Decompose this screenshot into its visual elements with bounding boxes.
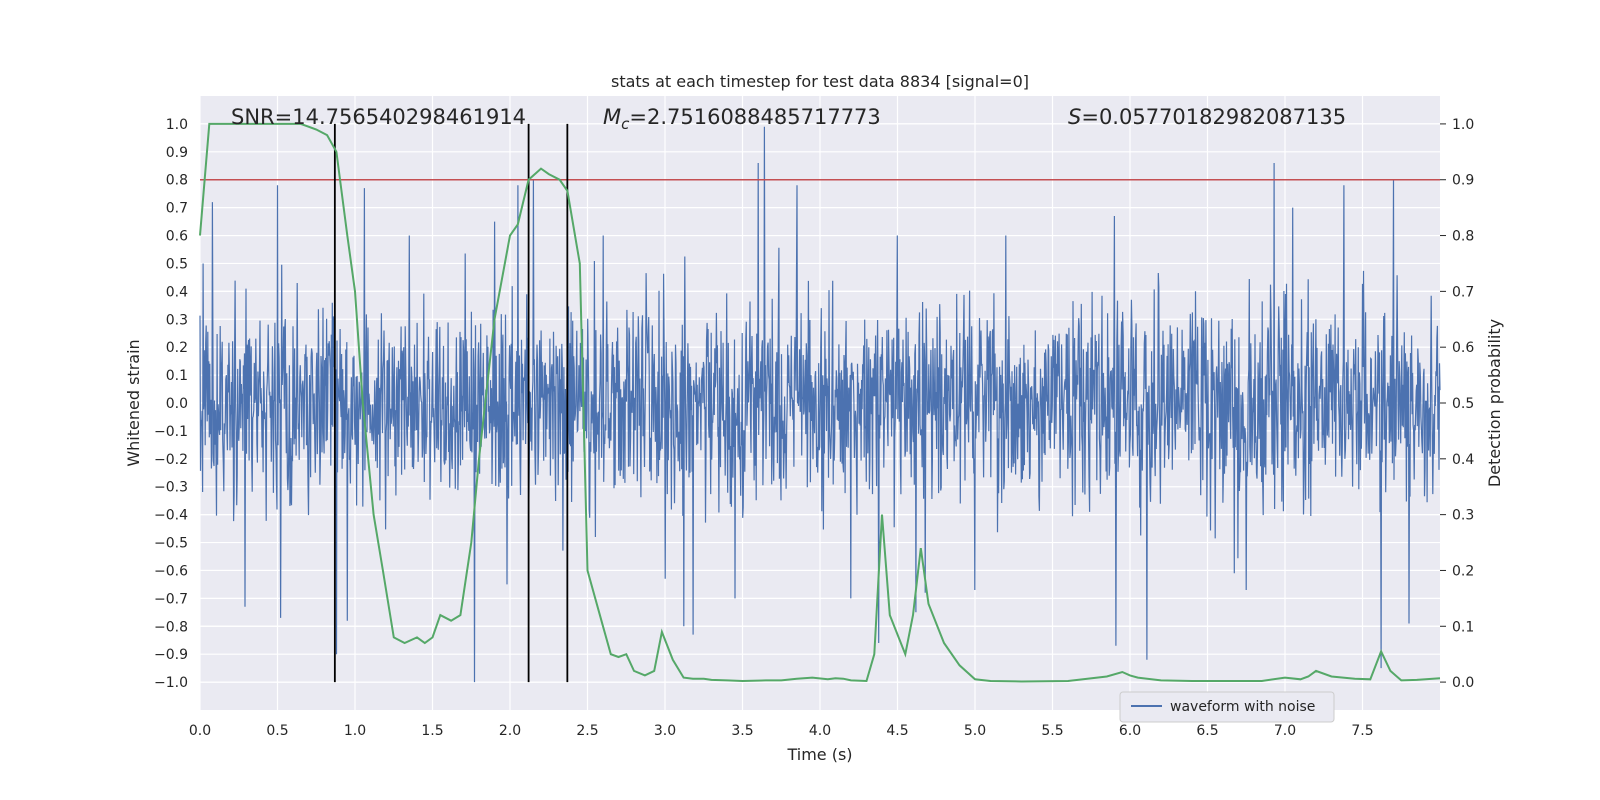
s-value: =0.05770182982087135: [1081, 105, 1346, 129]
chart-title: stats at each timestep for test data 883…: [611, 72, 1029, 91]
legend: waveform with noise: [1119, 691, 1335, 723]
y2-tick-label: 0.8: [1452, 229, 1474, 245]
x-tick-label: 3.5: [731, 723, 753, 739]
y-tick-label: 0.2: [166, 340, 188, 356]
x-tick-label: 7.0: [1274, 723, 1296, 739]
y-tick-label: −0.6: [154, 563, 188, 579]
y2-axis-title: Detection probability: [1485, 319, 1504, 487]
x-tick-label: 0.5: [266, 723, 288, 739]
y2-tick-label: 0.3: [1452, 508, 1474, 524]
x-tick-label: 1.0: [344, 723, 366, 739]
x-tick-label: 7.5: [1351, 723, 1373, 739]
legend-box: [1119, 691, 1335, 723]
waveform-with-noise-series: [199, 126, 1441, 683]
y-tick-label: −0.9: [154, 647, 188, 663]
x-tick-label: 2.0: [499, 723, 521, 739]
y-tick-label: 0.9: [166, 145, 188, 161]
detection-probability-line: [199, 122, 1441, 683]
y2-tick-label: 0.5: [1452, 396, 1474, 412]
y2-tick-label: 0.4: [1452, 452, 1474, 468]
y-tick-label: −0.4: [154, 508, 188, 524]
y2-tick-label: 0.2: [1452, 563, 1474, 579]
chirp-mass-annotation: Mc=2.7516088485717773: [603, 105, 881, 133]
x-tick-label: 2.5: [576, 723, 598, 739]
y2-tick-label: 0.7: [1452, 284, 1474, 300]
snr-annotation: SNR=14.756540298461914: [231, 105, 526, 129]
detection-probability-series: [199, 122, 1441, 683]
y-tick-label: 0.3: [166, 312, 188, 328]
y-tick-label: −0.1: [154, 424, 188, 440]
y2-tick-label: 0.9: [1452, 173, 1474, 189]
x-tick-label: 6.0: [1119, 723, 1141, 739]
y-tick-label: 0.5: [166, 256, 188, 272]
chirp-mass-symbol: M: [603, 105, 621, 129]
y2-tick-label: 0.1: [1452, 619, 1474, 635]
x-tick-label: 6.5: [1196, 723, 1218, 739]
x-tick-label: 1.5: [421, 723, 443, 739]
chirp-mass-subscript: c: [621, 115, 630, 133]
y2-tick-label: 0.6: [1452, 340, 1474, 356]
y-tick-label: 0.7: [166, 201, 188, 217]
waveform-line: [199, 126, 1441, 683]
y2-tick-label: 0.0: [1452, 675, 1474, 691]
y-tick-label: −1.0: [154, 675, 188, 691]
y-tick-label: −0.7: [154, 591, 188, 607]
y-tick-label: 0.8: [166, 173, 188, 189]
y-tick-label: −0.3: [154, 480, 188, 496]
x-tick-label: 0.0: [189, 723, 211, 739]
y-tick-label: −0.2: [154, 452, 188, 468]
legend-label: waveform with noise: [1170, 699, 1315, 715]
x-tick-label: 5.5: [1041, 723, 1063, 739]
overlay-lines: [200, 123, 1440, 683]
axes: 0.0 0.5 1.0 1.5 2.0 2.5 3.0 3.5 4.0 4.5 5.0 5.5 6.0 6…: [154, 117, 1474, 739]
x-tick-label: 5.0: [964, 723, 986, 739]
y-tick-label: 1.0: [166, 117, 188, 133]
y-tick-label: 0.6: [166, 229, 188, 245]
s-symbol: S: [1068, 105, 1081, 129]
x-tick-label: 3.0: [654, 723, 676, 739]
y-tick-label: 0.4: [166, 284, 188, 300]
y-tick-label: −0.5: [154, 536, 188, 552]
x-tick-label: 4.5: [886, 723, 908, 739]
x-tick-label: 4.0: [809, 723, 831, 739]
y-tick-label: 0.0: [166, 396, 188, 412]
chirp-mass-value: =2.7516088485717773: [629, 105, 880, 129]
s-annotation: S=0.05770182982087135: [1068, 105, 1346, 129]
y-tick-label: 0.1: [166, 368, 188, 384]
y-tick-label: −0.8: [154, 619, 188, 635]
y-axis-title: Whitened strain: [124, 339, 143, 466]
y2-tick-label: 1.0: [1452, 117, 1474, 133]
x-axis-title: Time (s): [786, 745, 852, 764]
